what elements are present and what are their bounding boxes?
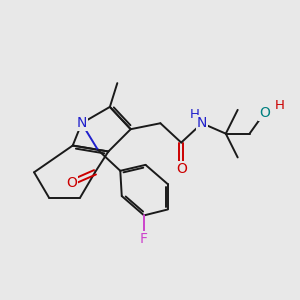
Text: O: O <box>176 162 187 176</box>
Text: O: O <box>66 176 77 190</box>
Text: H: H <box>190 108 200 121</box>
Text: H: H <box>274 99 284 112</box>
Text: N: N <box>76 116 87 130</box>
Text: O: O <box>259 106 270 120</box>
Text: F: F <box>140 232 148 246</box>
Text: N: N <box>197 116 207 130</box>
